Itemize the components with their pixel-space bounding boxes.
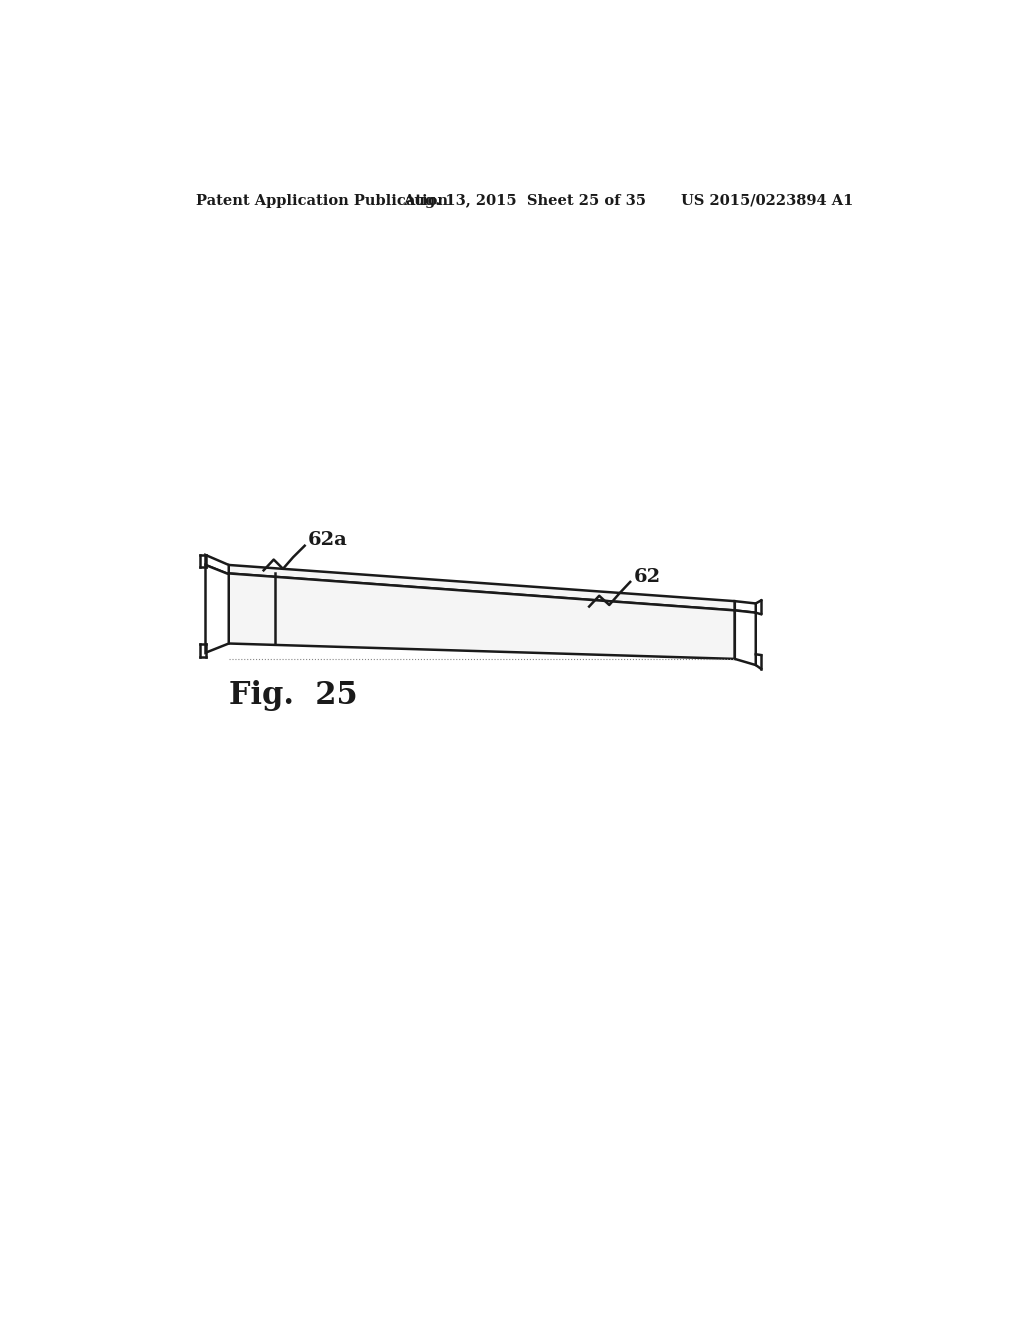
Text: US 2015/0223894 A1: US 2015/0223894 A1 — [681, 194, 853, 207]
Text: Aug. 13, 2015  Sheet 25 of 35: Aug. 13, 2015 Sheet 25 of 35 — [403, 194, 646, 207]
Text: 62a: 62a — [308, 531, 348, 549]
Polygon shape — [735, 601, 756, 612]
Polygon shape — [206, 554, 228, 574]
Polygon shape — [735, 610, 756, 665]
Polygon shape — [228, 565, 735, 610]
Text: Fig.  25: Fig. 25 — [228, 680, 357, 711]
Text: 62: 62 — [633, 568, 660, 586]
Text: Patent Application Publication: Patent Application Publication — [197, 194, 449, 207]
Polygon shape — [228, 573, 735, 659]
Polygon shape — [206, 565, 228, 653]
